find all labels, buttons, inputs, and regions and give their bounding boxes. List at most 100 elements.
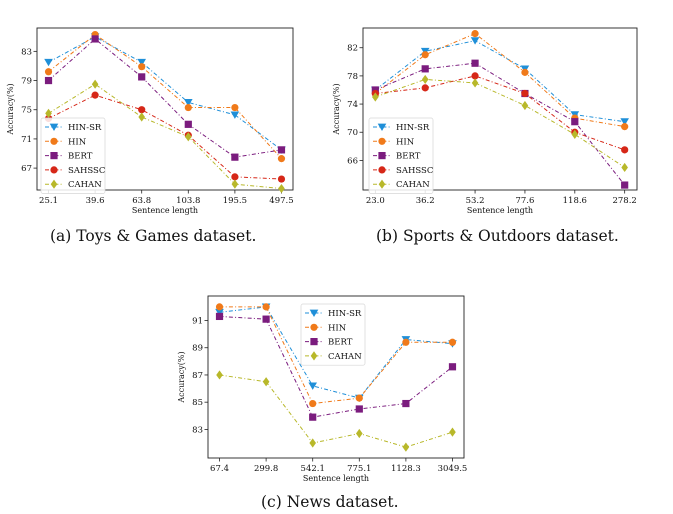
series-line-hin-sr: [375, 40, 625, 123]
x-tick-label: 118.6: [563, 196, 587, 206]
legend-box: [40, 117, 106, 194]
legend-marker-cahan: [50, 179, 58, 189]
x-tick-label: 3049.5: [438, 464, 468, 474]
data-point-bert: [421, 65, 429, 73]
data-point-cahan: [45, 108, 52, 118]
series-line-hin: [219, 306, 453, 405]
data-point-hin: [355, 394, 363, 402]
series-line-cahan: [375, 78, 625, 168]
data-point-cahan: [262, 377, 270, 387]
legend-marker-hin-sr: [49, 123, 59, 131]
y-tick-label: 71: [21, 135, 32, 145]
data-point-hin-sr: [215, 308, 224, 317]
x-tick-label: 278.2: [612, 196, 636, 206]
plot-frame: [362, 27, 638, 191]
data-point-sahssc: [138, 106, 146, 114]
y-tick-label: 79: [21, 77, 32, 87]
x-tick-label: 542.1: [301, 464, 325, 474]
data-point-hin: [231, 103, 239, 112]
data-point-hin: [448, 338, 457, 346]
legend-label-hin-sr: HIN-SR: [396, 123, 430, 133]
chart-toys: 25.1 39.6 63.8 103.8 195.5 497.5 67 71 75 79 83 Sen…: [6, 27, 294, 215]
legend-marker-sahssc: [378, 166, 386, 174]
series-line-cahan: [48, 83, 282, 190]
plot-frame: [207, 295, 465, 459]
y-tick-label: 85: [192, 398, 203, 408]
series-cahan: [216, 370, 456, 452]
y-tick-label: 82: [347, 44, 358, 54]
legend-box: [368, 117, 434, 194]
data-point-hin-sr: [137, 58, 147, 67]
data-point-cahan: [571, 129, 579, 139]
data-point-bert: [91, 35, 99, 43]
legend-marker-bert: [378, 152, 386, 160]
data-point-bert: [215, 312, 224, 321]
data-point-hin: [421, 51, 429, 59]
x-tick-label: 103.8: [176, 196, 200, 206]
x-tick-label: 36.2: [416, 196, 435, 206]
data-point-hin: [215, 303, 224, 311]
data-point-bert: [355, 405, 363, 413]
x-tick-label: 497.5: [269, 196, 293, 206]
legend-marker-bert: [50, 152, 58, 160]
legend-marker-cahan: [378, 179, 386, 189]
data-point-cahan: [355, 428, 363, 439]
data-point-cahan: [184, 132, 192, 142]
data-point-bert: [309, 413, 317, 421]
series-line-sahssc: [375, 75, 625, 151]
data-point-cahan: [421, 74, 429, 85]
series-bert: [44, 35, 286, 161]
x-tick-label: 1128.3: [391, 464, 421, 474]
y-tick-label: 83: [192, 425, 203, 435]
y-axis-label: Accuracy(%): [177, 351, 186, 403]
caption-sports-outdoors: (b) Sports & Outdoors dataset.: [376, 227, 619, 245]
data-point-hin: [138, 63, 146, 71]
legend: HIN-SR HIN BERT SAHSSC CAHAN: [40, 117, 106, 194]
series-cahan: [372, 74, 628, 173]
x-tick-label: 67.4: [210, 464, 229, 474]
data-point-hin: [277, 155, 286, 163]
data-point-bert: [138, 73, 146, 81]
x-tick-label: 53.2: [466, 196, 485, 206]
legend-marker-cahan: [310, 351, 318, 361]
data-point-hin: [309, 399, 317, 408]
y-tick-label: 75: [21, 106, 32, 116]
x-axis-label: Sentence length: [132, 206, 198, 215]
legend-marker-hin: [50, 137, 58, 145]
data-point-cahan: [91, 79, 99, 89]
series-line-bert: [375, 62, 626, 186]
data-point-bert: [44, 76, 53, 85]
data-point-cahan: [621, 162, 628, 173]
x-axis-label: Sentence length: [303, 474, 369, 483]
data-point-hin: [44, 68, 53, 76]
legend: HIN-SR HIN BERT CAHAN: [300, 303, 366, 366]
y-tick-label: 70: [347, 128, 358, 138]
data-point-hin-sr: [183, 99, 193, 107]
data-point-hin: [262, 303, 270, 311]
data-point-hin-sr: [308, 382, 318, 390]
data-point-hin: [621, 123, 629, 131]
legend-label-sahssc: SAHSSC: [396, 166, 433, 176]
x-tick-label: 299.8: [254, 464, 278, 474]
data-point-bert: [231, 153, 239, 161]
legend-label-bert: BERT: [396, 152, 421, 162]
data-point-hin: [184, 103, 192, 112]
data-point-cahan: [278, 183, 285, 194]
caption-toys-games: (a) Toys & Games dataset.: [50, 227, 257, 245]
chart-sports: 23.0 36.2 53.2 77.6 118.6 278.2 66 70 74 78 82 Sent…: [332, 27, 638, 215]
legend-marker-hin: [310, 323, 318, 331]
legend-label-hin-sr: HIN-SR: [68, 123, 102, 133]
data-point-hin: [402, 338, 410, 346]
data-point-bert: [471, 59, 479, 67]
x-tick-label: 39.6: [86, 196, 105, 206]
plot-frame: [36, 27, 294, 191]
y-tick-label: 78: [347, 72, 358, 82]
y-tick-label: 66: [347, 156, 358, 166]
series-line-hin: [375, 33, 625, 128]
data-point-cahan: [138, 112, 146, 122]
data-point-bert: [448, 363, 457, 371]
series-hin-sr: [371, 37, 629, 126]
legend-label-hin: HIN: [396, 137, 415, 147]
data-point-sahssc: [471, 72, 479, 80]
legend-label-cahan: CAHAN: [328, 352, 362, 362]
